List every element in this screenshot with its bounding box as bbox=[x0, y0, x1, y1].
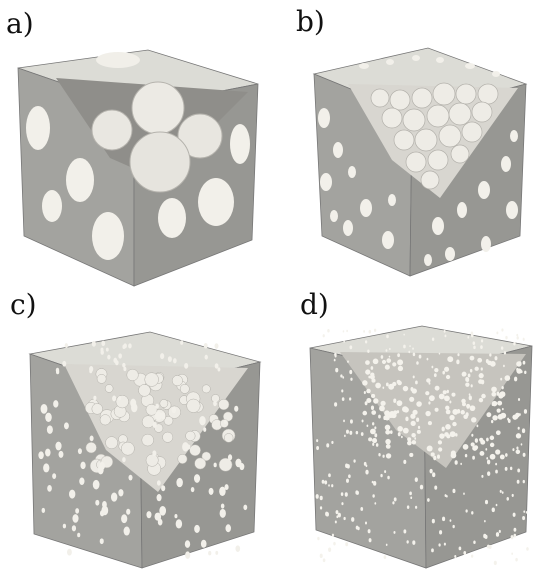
pore-hole bbox=[96, 52, 140, 68]
pore-hole bbox=[66, 158, 94, 202]
panel-label-d: d) bbox=[300, 288, 329, 321]
panel-label-b: b) bbox=[296, 5, 325, 38]
panel-label-a: a) bbox=[6, 7, 34, 40]
pore-hole bbox=[158, 198, 186, 238]
panel-label-c: c) bbox=[10, 288, 37, 321]
sphere-pore-cluster bbox=[84, 368, 236, 476]
sphere-pore bbox=[91, 109, 133, 151]
pore-holes bbox=[38, 340, 248, 559]
porous-cube-b bbox=[312, 47, 528, 277]
porous-cube-a bbox=[17, 49, 259, 287]
porous-cube-d bbox=[309, 325, 533, 569]
pore-hole bbox=[92, 212, 124, 260]
porous-cube-c bbox=[28, 331, 262, 569]
sphere-pore bbox=[129, 131, 191, 193]
pore-hole bbox=[230, 124, 250, 164]
pore-holes bbox=[318, 55, 518, 266]
sphere-pore bbox=[177, 113, 223, 159]
sphere-pore-cluster bbox=[370, 82, 499, 190]
pore-hole bbox=[42, 190, 62, 222]
sphere-pore bbox=[131, 81, 185, 135]
pore-hole bbox=[26, 106, 50, 150]
pore-hole bbox=[198, 178, 234, 226]
pore-holes bbox=[315, 328, 529, 566]
pore-hole bbox=[184, 266, 204, 282]
